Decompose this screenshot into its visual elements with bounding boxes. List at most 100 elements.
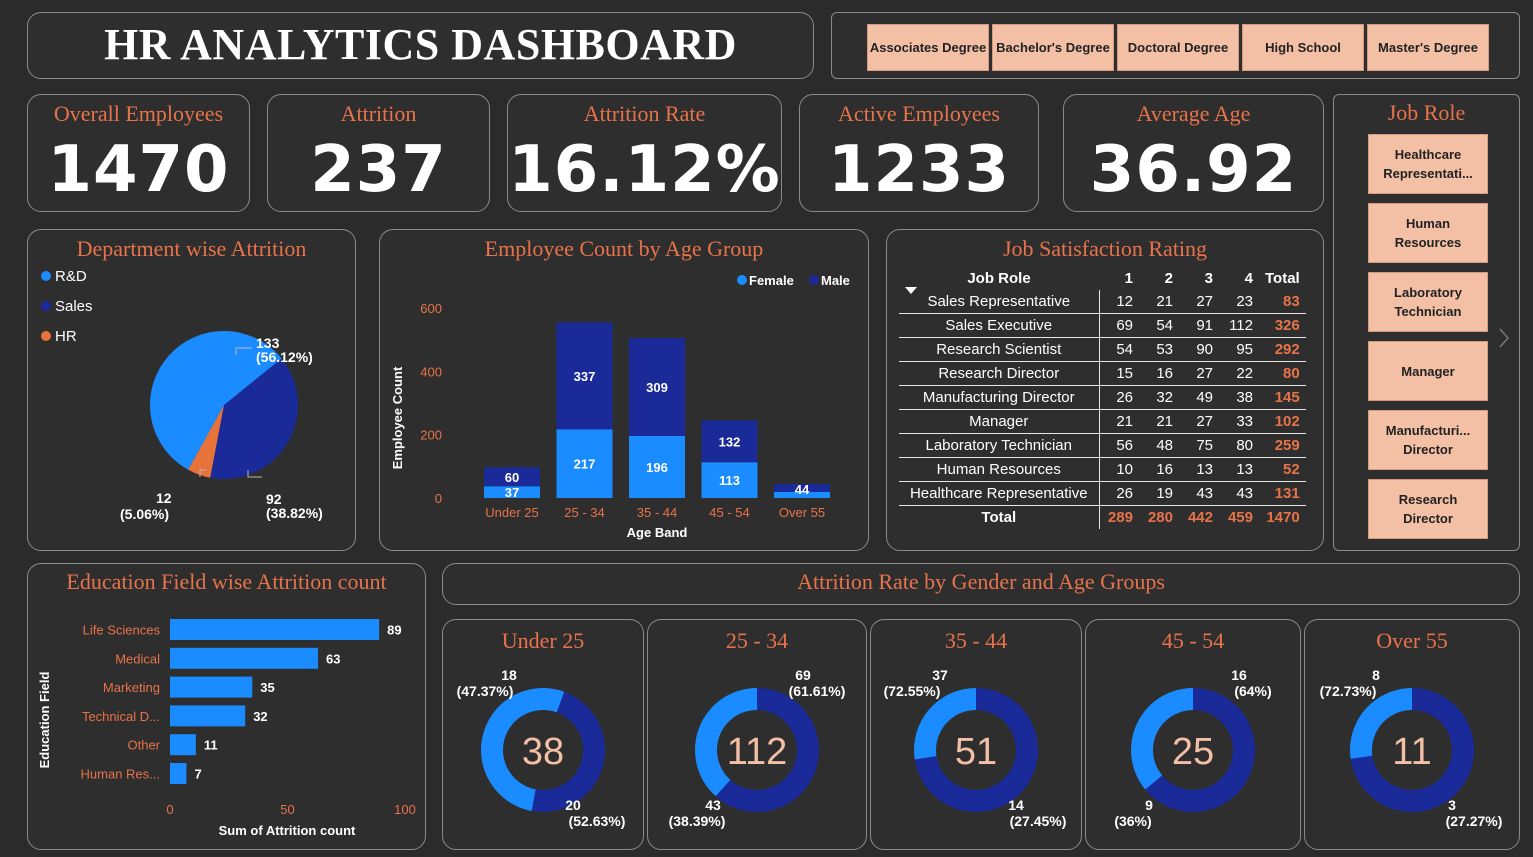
data-label: 37: [932, 667, 948, 683]
legend-item[interactable]: Male: [821, 273, 850, 288]
kpi-active-employees: Active Employees 1233: [799, 94, 1039, 212]
role-research-director[interactable]: Research Director: [1368, 479, 1488, 539]
age-group-bar-chart: Female Male 0 200 400 600 Employee Count Age Ba…: [390, 273, 850, 540]
donut-segment[interactable]: [715, 688, 819, 812]
pie-slice[interactable]: [149, 330, 282, 470]
job-role-slicer: Job Role Healthcare Representati... Huma…: [1333, 94, 1520, 551]
column-header[interactable]: Job Role: [967, 269, 1031, 287]
column-header[interactable]: 3: [1204, 269, 1213, 287]
data-label: 337: [574, 369, 596, 384]
role-manager[interactable]: Manager: [1368, 341, 1488, 401]
data-label: 69: [795, 667, 811, 683]
data-label: 60: [505, 470, 519, 485]
bar[interactable]: [170, 619, 380, 640]
donut-segment[interactable]: [695, 688, 757, 797]
column-header[interactable]: 2: [1164, 269, 1173, 287]
bar[interactable]: [170, 763, 187, 784]
table-row[interactable]: Research Director 15 16 27 22 80: [899, 361, 1306, 386]
donut-center-value: 38: [522, 731, 564, 773]
slicer-doctoral-degree[interactable]: Doctoral Degree: [1117, 24, 1239, 71]
legend-item[interactable]: Sales: [55, 298, 93, 315]
legend-item[interactable]: R&D: [55, 268, 87, 285]
leader-line: [247, 470, 262, 478]
bar-male[interactable]: [701, 420, 758, 463]
data-label: 18: [501, 667, 517, 683]
bar-female[interactable]: [701, 462, 758, 498]
y-tick-label: 600: [420, 301, 442, 316]
table-row[interactable]: Manufacturing Director 26 32 49 38 145: [899, 385, 1306, 410]
total-cell: 292: [1259, 337, 1306, 362]
bar-female[interactable]: [629, 435, 685, 498]
column-header[interactable]: Total: [1265, 269, 1300, 287]
donut-title: 25 - 34: [725, 628, 789, 653]
job-role-title: Job Role: [1387, 100, 1466, 125]
data-label: 132: [719, 434, 741, 449]
slicer-high-school[interactable]: High School: [1242, 24, 1364, 71]
title-panel: HR ANALYTICS DASHBOARD: [27, 12, 814, 79]
donut-center-value: 51: [955, 731, 997, 773]
donut-chart: 51 37(72.55%) 14(27.45%): [884, 667, 1067, 829]
role-laboratory-technician[interactable]: Laboratory Technician: [1368, 272, 1488, 332]
rating-cell: 16: [1139, 361, 1179, 386]
slicer-bachelors-degree[interactable]: Bachelor's Degree: [992, 24, 1114, 71]
pie-slice[interactable]: [188, 405, 224, 478]
table-row[interactable]: Human Resources 10 16 13 13 52: [899, 457, 1306, 482]
total-cell: 326: [1259, 313, 1306, 338]
table-row[interactable]: Research Scientist 54 53 90 95 292: [899, 337, 1306, 362]
donut-segment[interactable]: [914, 688, 976, 760]
donut-segment[interactable]: [1350, 688, 1412, 759]
bar[interactable]: [170, 734, 196, 756]
x-tick-label: 35 - 44: [637, 505, 677, 520]
legend-item[interactable]: HR: [55, 328, 77, 345]
table-row[interactable]: Sales Executive 69 54 91 112 326: [899, 313, 1306, 338]
role-human-resources[interactable]: Human Resources: [1368, 203, 1488, 263]
column-header[interactable]: 4: [1244, 269, 1253, 287]
table-row[interactable]: Laboratory Technician 56 48 75 80 259: [899, 433, 1306, 458]
bar[interactable]: [170, 647, 319, 669]
rating-cell: 43: [1179, 481, 1219, 506]
donut-title: 45 - 54: [1161, 628, 1225, 653]
bar[interactable]: [170, 705, 246, 727]
donut-segment[interactable]: [1131, 688, 1193, 790]
donut-segment[interactable]: [1350, 688, 1474, 812]
table-row[interactable]: Healthcare Representative 26 19 43 43 131: [899, 481, 1306, 506]
bar-female[interactable]: [774, 492, 830, 498]
chart-title: Employee Count by Age Group: [484, 236, 764, 261]
donut-segment[interactable]: [914, 688, 1038, 812]
slicer-masters-degree[interactable]: Master's Degree: [1367, 24, 1489, 71]
table-row[interactable]: Sales Representative 12 21 27 23 83: [899, 290, 1306, 314]
data-label: (27.27%): [1446, 813, 1503, 829]
pie-slice[interactable]: [210, 358, 298, 479]
role-cell: Research Scientist: [899, 337, 1100, 362]
kpi-label: Attrition Rate: [583, 101, 706, 126]
legend-item[interactable]: Female: [749, 273, 794, 288]
donut-segment[interactable]: [480, 688, 565, 811]
donut-segment[interactable]: [531, 691, 605, 812]
data-label: 196: [646, 460, 668, 475]
total-value: 442: [1187, 509, 1213, 526]
total-cell: 80: [1259, 361, 1306, 386]
rating-cell: 112: [1219, 313, 1259, 338]
column-header[interactable]: 1: [1124, 269, 1133, 287]
bar[interactable]: [170, 676, 253, 698]
bar-female[interactable]: [484, 486, 540, 498]
bar-female[interactable]: [556, 429, 613, 498]
total-label: Total: [899, 505, 1100, 529]
table-row[interactable]: Manager 21 21 27 33 102: [899, 409, 1306, 434]
role-healthcare-representative[interactable]: Healthcare Representati...: [1368, 134, 1488, 194]
donut-panel: Over 55 11 8 (72.73%) 3 (27.27%): [1304, 619, 1520, 850]
bar-male[interactable]: [556, 322, 613, 430]
donut-segment[interactable]: [1145, 688, 1255, 812]
bar-male[interactable]: [629, 338, 685, 436]
chevron-right-icon[interactable]: [1498, 327, 1510, 349]
rating-cell: 13: [1179, 457, 1219, 482]
role-manufacturing-director[interactable]: Manufacturi... Director: [1368, 410, 1488, 470]
slicer-associates-degree[interactable]: Associates Degree: [867, 24, 989, 71]
education-field-panel: Education Field wise Attrition count Lif…: [27, 563, 426, 850]
rating-cell: 48: [1139, 433, 1179, 458]
role-cell: Laboratory Technician: [899, 433, 1100, 458]
data-label: 35: [260, 680, 274, 695]
rating-cell: 90: [1179, 337, 1219, 362]
bar-male[interactable]: [484, 467, 540, 487]
rating-cell: 23: [1219, 290, 1259, 314]
